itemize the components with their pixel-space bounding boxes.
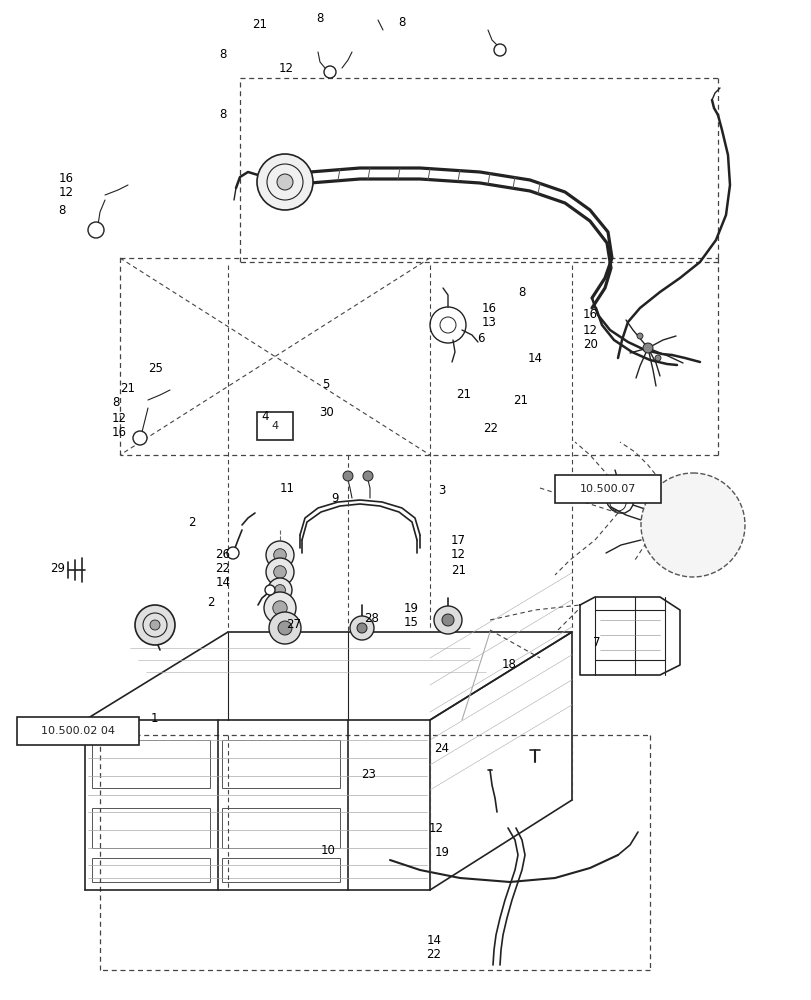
Circle shape bbox=[272, 601, 287, 615]
Text: 2: 2 bbox=[207, 595, 214, 608]
Text: 4: 4 bbox=[261, 410, 268, 422]
Circle shape bbox=[642, 343, 652, 353]
FancyBboxPatch shape bbox=[555, 475, 660, 503]
Text: 22: 22 bbox=[215, 562, 230, 574]
Text: 19: 19 bbox=[434, 846, 448, 858]
Text: 11: 11 bbox=[280, 482, 294, 494]
Text: 10.500.07: 10.500.07 bbox=[579, 484, 636, 494]
Text: 8: 8 bbox=[58, 204, 66, 217]
Text: 17: 17 bbox=[450, 534, 465, 546]
Circle shape bbox=[257, 154, 312, 210]
Circle shape bbox=[264, 592, 296, 624]
Text: 26: 26 bbox=[215, 548, 230, 562]
FancyBboxPatch shape bbox=[17, 717, 139, 745]
Text: 9: 9 bbox=[331, 491, 338, 504]
Text: 12: 12 bbox=[582, 324, 597, 336]
Text: 21: 21 bbox=[450, 564, 465, 576]
Text: 2: 2 bbox=[188, 516, 195, 528]
Text: 6: 6 bbox=[477, 332, 484, 344]
Bar bbox=[221, 808, 340, 848]
Text: 1: 1 bbox=[150, 712, 157, 724]
Text: 22: 22 bbox=[426, 948, 440, 962]
Text: 30: 30 bbox=[319, 406, 333, 420]
Circle shape bbox=[433, 606, 461, 634]
Text: 12: 12 bbox=[278, 62, 293, 75]
Text: 12: 12 bbox=[58, 186, 73, 200]
Text: 4: 4 bbox=[272, 421, 278, 431]
Circle shape bbox=[266, 541, 294, 569]
Circle shape bbox=[350, 616, 374, 640]
Circle shape bbox=[273, 566, 286, 578]
Text: 14: 14 bbox=[426, 934, 440, 946]
Circle shape bbox=[150, 620, 160, 630]
Text: 20: 20 bbox=[582, 338, 597, 352]
Text: 14: 14 bbox=[215, 576, 230, 588]
Text: 29: 29 bbox=[50, 562, 65, 574]
Text: 14: 14 bbox=[527, 352, 542, 364]
Circle shape bbox=[277, 174, 293, 190]
Text: 15: 15 bbox=[403, 615, 418, 629]
Circle shape bbox=[268, 578, 292, 602]
Circle shape bbox=[264, 585, 275, 595]
Circle shape bbox=[654, 355, 660, 361]
Circle shape bbox=[227, 547, 238, 559]
Text: 8: 8 bbox=[112, 396, 119, 410]
Text: 13: 13 bbox=[481, 316, 496, 330]
Text: 21: 21 bbox=[251, 18, 266, 31]
Circle shape bbox=[324, 66, 336, 78]
Text: 21: 21 bbox=[456, 388, 470, 401]
Circle shape bbox=[133, 431, 147, 445]
Text: 7: 7 bbox=[592, 636, 599, 648]
Text: 12: 12 bbox=[112, 412, 127, 424]
Text: 3: 3 bbox=[438, 484, 445, 496]
Circle shape bbox=[640, 473, 744, 577]
Text: 21: 21 bbox=[120, 381, 135, 394]
Circle shape bbox=[268, 612, 301, 644]
Text: 22: 22 bbox=[483, 422, 497, 434]
Circle shape bbox=[493, 44, 505, 56]
Circle shape bbox=[88, 222, 104, 238]
Text: 8: 8 bbox=[517, 286, 525, 298]
Circle shape bbox=[357, 623, 367, 633]
Text: 19: 19 bbox=[403, 601, 418, 614]
Text: 8: 8 bbox=[219, 108, 226, 121]
Bar bbox=[92, 858, 210, 882]
Text: 16: 16 bbox=[112, 426, 127, 438]
Text: 10.500.02 04: 10.500.02 04 bbox=[41, 726, 115, 736]
Bar bbox=[221, 740, 340, 788]
Circle shape bbox=[273, 549, 286, 561]
Circle shape bbox=[274, 585, 285, 595]
Bar bbox=[221, 858, 340, 882]
Circle shape bbox=[135, 605, 175, 645]
Circle shape bbox=[342, 471, 353, 481]
Text: 8: 8 bbox=[397, 15, 405, 28]
Text: 28: 28 bbox=[363, 611, 378, 624]
Text: 24: 24 bbox=[434, 742, 448, 754]
Circle shape bbox=[441, 614, 453, 626]
Text: 12: 12 bbox=[450, 548, 465, 562]
Text: 8: 8 bbox=[219, 48, 226, 62]
FancyBboxPatch shape bbox=[257, 412, 293, 440]
Bar bbox=[92, 808, 210, 848]
Text: 5: 5 bbox=[322, 378, 329, 391]
Circle shape bbox=[636, 333, 642, 339]
Text: 21: 21 bbox=[513, 393, 527, 406]
Text: 18: 18 bbox=[501, 658, 516, 672]
Text: 23: 23 bbox=[361, 768, 375, 782]
Bar bbox=[92, 740, 210, 788]
Text: 27: 27 bbox=[285, 618, 300, 632]
Circle shape bbox=[266, 558, 294, 586]
Text: 12: 12 bbox=[428, 822, 443, 834]
Text: 16: 16 bbox=[582, 308, 597, 322]
Text: 16: 16 bbox=[481, 302, 496, 314]
Circle shape bbox=[363, 471, 372, 481]
Text: 25: 25 bbox=[148, 361, 162, 374]
Text: 8: 8 bbox=[316, 11, 324, 24]
Circle shape bbox=[277, 621, 292, 635]
Text: 16: 16 bbox=[58, 172, 73, 184]
Text: 10: 10 bbox=[320, 844, 335, 856]
